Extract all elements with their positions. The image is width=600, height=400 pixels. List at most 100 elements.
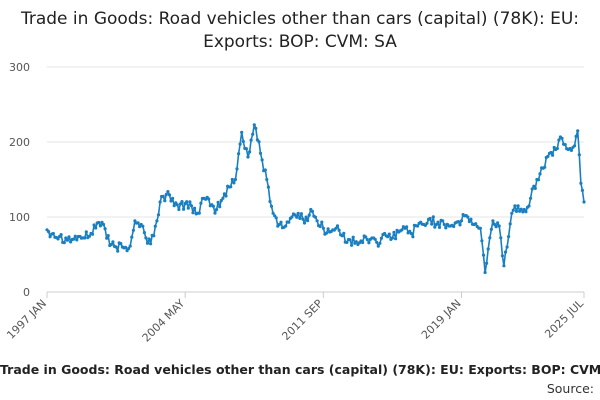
data-point[interactable] (152, 234, 156, 238)
data-point[interactable] (580, 188, 585, 192)
data-point[interactable] (492, 222, 497, 226)
data-point[interactable] (153, 224, 157, 228)
data-point[interactable] (442, 222, 446, 227)
data-point[interactable] (409, 231, 413, 236)
data-point[interactable] (263, 168, 267, 172)
data-point[interactable] (348, 238, 352, 242)
data-point[interactable] (241, 139, 245, 144)
data-point[interactable] (483, 270, 487, 275)
data-point[interactable] (188, 200, 192, 204)
data-point[interactable] (295, 215, 299, 219)
data-point[interactable] (213, 211, 217, 215)
data-point[interactable] (530, 187, 534, 191)
data-point[interactable] (557, 138, 561, 142)
data-point[interactable] (182, 207, 186, 211)
data-point[interactable] (207, 197, 211, 201)
data-point[interactable] (62, 241, 66, 245)
data-point[interactable] (555, 146, 559, 151)
data-point[interactable] (186, 206, 190, 210)
data-point[interactable] (315, 219, 319, 223)
data-point[interactable] (127, 246, 131, 251)
data-point[interactable] (503, 250, 508, 254)
data-point[interactable] (189, 204, 194, 208)
data-point[interactable] (433, 225, 437, 229)
data-point[interactable] (266, 185, 270, 189)
data-point[interactable] (367, 241, 371, 245)
data-point[interactable] (582, 200, 586, 204)
data-point[interactable] (177, 207, 181, 212)
data-point[interactable] (106, 234, 110, 238)
data-point[interactable] (546, 154, 550, 158)
data-point[interactable] (496, 221, 500, 225)
data-point[interactable] (364, 235, 368, 239)
data-point[interactable] (428, 216, 432, 221)
data-point[interactable] (500, 254, 504, 258)
data-point[interactable] (254, 126, 258, 130)
data-point[interactable] (69, 240, 73, 244)
data-point[interactable] (456, 220, 460, 224)
data-point[interactable] (459, 219, 464, 223)
data-point[interactable] (155, 219, 159, 223)
data-point[interactable] (302, 221, 307, 225)
data-point[interactable] (574, 134, 578, 138)
data-point[interactable] (269, 204, 274, 208)
data-point[interactable] (237, 152, 241, 156)
data-point[interactable] (163, 199, 167, 203)
data-point[interactable] (458, 223, 462, 227)
data-point[interactable] (543, 165, 547, 169)
data-point[interactable] (244, 147, 248, 151)
data-point[interactable] (149, 242, 153, 246)
data-point[interactable] (321, 226, 325, 230)
data-point[interactable] (563, 143, 567, 147)
data-point[interactable] (516, 204, 520, 208)
data-point[interactable] (178, 202, 183, 206)
data-point[interactable] (185, 200, 189, 204)
data-point[interactable] (142, 231, 146, 235)
data-point[interactable] (56, 237, 60, 241)
data-point[interactable] (47, 230, 51, 234)
data-point[interactable] (230, 177, 234, 182)
data-point[interactable] (72, 237, 76, 241)
data-point[interactable] (437, 225, 442, 229)
data-point[interactable] (579, 181, 583, 185)
data-point[interactable] (166, 190, 170, 194)
data-point[interactable] (489, 227, 493, 231)
data-point[interactable] (538, 172, 542, 176)
data-point[interactable] (240, 130, 244, 134)
data-point[interactable] (191, 211, 195, 215)
data-point[interactable] (549, 150, 553, 155)
data-point[interactable] (260, 158, 264, 162)
data-point[interactable] (469, 217, 473, 221)
data-point[interactable] (51, 231, 55, 236)
data-point[interactable] (90, 232, 95, 236)
data-point[interactable] (145, 241, 150, 245)
data-point[interactable] (536, 178, 541, 182)
data-point[interactable] (573, 144, 577, 148)
data-point[interactable] (83, 236, 87, 240)
data-point[interactable] (378, 241, 382, 245)
data-point[interactable] (436, 220, 440, 224)
data-point[interactable] (123, 245, 128, 249)
data-point[interactable] (298, 216, 302, 220)
data-point[interactable] (141, 224, 145, 228)
data-point[interactable] (400, 228, 404, 232)
data-point[interactable] (164, 192, 168, 197)
data-point[interactable] (246, 155, 250, 159)
data-point[interactable] (299, 212, 303, 216)
data-point[interactable] (491, 219, 495, 223)
data-point[interactable] (416, 224, 420, 228)
data-point[interactable] (257, 140, 261, 144)
data-point[interactable] (480, 239, 484, 243)
data-point[interactable] (527, 204, 531, 208)
data-point[interactable] (522, 207, 526, 212)
data-point[interactable] (529, 196, 533, 200)
data-point[interactable] (485, 261, 489, 265)
data-point[interactable] (513, 204, 517, 208)
data-point[interactable] (103, 227, 107, 231)
data-point[interactable] (386, 235, 390, 239)
data-point[interactable] (199, 201, 203, 205)
data-point[interactable] (287, 220, 291, 224)
data-point[interactable] (425, 221, 429, 225)
data-point[interactable] (390, 236, 394, 240)
data-point[interactable] (467, 220, 471, 224)
